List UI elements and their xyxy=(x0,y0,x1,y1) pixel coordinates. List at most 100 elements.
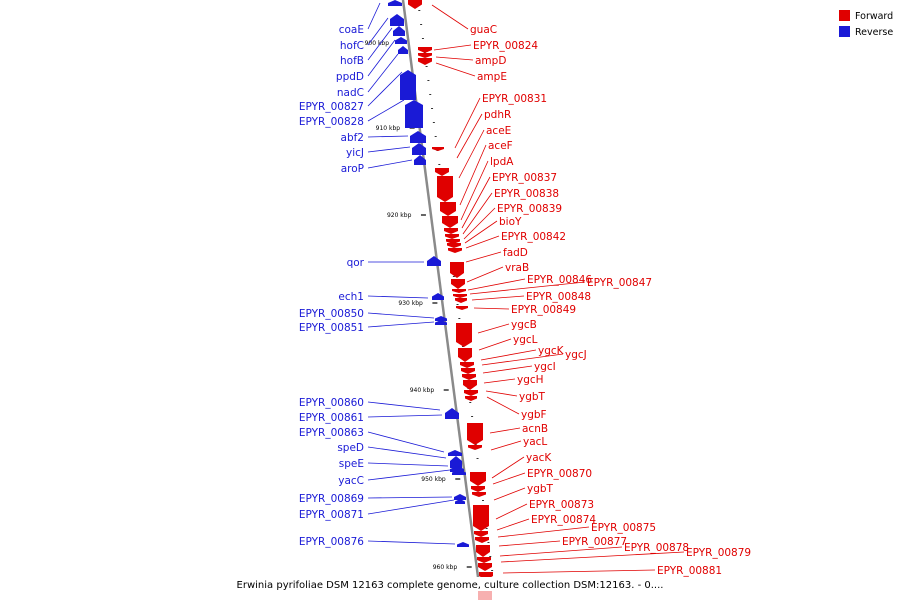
gene-label-epyr-00831[interactable]: EPYR_00831 xyxy=(482,93,547,105)
gene-label-ygbf[interactable]: ygbF xyxy=(521,409,547,421)
gene-label-epyr-00850[interactable]: EPYR_00850 xyxy=(299,308,364,320)
gene-label-epyr-00847[interactable]: EPYR_00847 xyxy=(587,277,652,289)
gene-label-ygbt[interactable]: ygbT xyxy=(519,391,546,403)
gene-feature-ygch[interactable] xyxy=(463,380,477,390)
gene-feature-epyr-00877[interactable] xyxy=(476,545,490,557)
gene-label-ech1[interactable]: ech1 xyxy=(338,291,364,303)
gene-label-epyr-00874[interactable]: EPYR_00874 xyxy=(531,514,596,526)
gene-feature-epyr-00849[interactable] xyxy=(456,306,468,310)
gene-label-ygcb[interactable]: ygcB xyxy=(511,319,537,331)
gene-label-epyr-00860[interactable]: EPYR_00860 xyxy=(299,397,364,409)
gene-feature-spee[interactable] xyxy=(450,466,464,472)
gene-feature-epyr-00848[interactable] xyxy=(455,298,467,303)
gene-label-epyr-00838[interactable]: EPYR_00838 xyxy=(494,188,559,200)
gene-label-yacl[interactable]: yacL xyxy=(523,436,547,448)
gene-label-nadc[interactable]: nadC xyxy=(337,87,364,99)
gene-feature-epyr-00846[interactable] xyxy=(452,289,466,293)
gene-feature-ygbt[interactable] xyxy=(464,390,478,396)
gene-label-epyr-00878[interactable]: EPYR_00878 xyxy=(624,542,689,554)
gene-feature-epyr-00874[interactable] xyxy=(474,531,488,537)
gene-label-acef[interactable]: aceF xyxy=(488,140,513,152)
gene-feature-qor[interactable] xyxy=(427,256,441,266)
gene-feature-epyr-00861[interactable] xyxy=(446,414,458,419)
gene-label-epyr-00849[interactable]: EPYR_00849 xyxy=(511,304,576,316)
gene-label-bioy[interactable]: bioY xyxy=(499,216,522,228)
gene-feature-epyr-00876[interactable] xyxy=(457,542,469,547)
gene-label-epyr-00873[interactable]: EPYR_00873 xyxy=(529,499,594,511)
gene-feature-epyr-00828[interactable] xyxy=(405,100,423,128)
gene-feature-epyr-00839[interactable] xyxy=(446,239,460,244)
gene-label-ygch[interactable]: ygcH xyxy=(517,374,544,386)
gene-feature-abf2[interactable] xyxy=(410,131,426,143)
gene-label-ygcl[interactable]: ygcL xyxy=(513,334,538,346)
gene-label-spee[interactable]: speE xyxy=(339,458,364,470)
gene-label-hofc[interactable]: hofC xyxy=(340,40,364,52)
gene-label-epyr-00875[interactable]: EPYR_00875 xyxy=(591,522,656,534)
gene-feature-ygcj[interactable] xyxy=(461,368,475,374)
gene-label-vrab[interactable]: vraB xyxy=(505,262,529,274)
gene-label-epyr-00861[interactable]: EPYR_00861 xyxy=(299,412,364,424)
gene-feature-ech1[interactable] xyxy=(432,293,444,300)
gene-label-epyr-00842[interactable]: EPYR_00842 xyxy=(501,231,566,243)
gene-label-yacc[interactable]: yacC xyxy=(338,475,364,487)
gene-feature-pdhr[interactable] xyxy=(435,168,449,176)
gene-label-ampd[interactable]: ampD xyxy=(475,55,506,67)
gene-label-qor[interactable]: qor xyxy=(347,257,365,269)
gene-feature-ygbf[interactable] xyxy=(465,396,477,401)
gene-feature-epyr-00863[interactable] xyxy=(448,450,462,456)
gene-label-ygcj[interactable]: ygcJ xyxy=(565,349,587,361)
gene-label-acnb[interactable]: acnB xyxy=(522,423,548,435)
gene-label-epyr-00848[interactable]: EPYR_00848 xyxy=(526,291,591,303)
gene-feature-acee[interactable] xyxy=(437,176,453,202)
gene-label-yicj[interactable]: yicJ xyxy=(346,147,364,159)
gene-label-epyr-00828[interactable]: EPYR_00828 xyxy=(299,116,364,128)
gene-feature-fadd[interactable] xyxy=(450,262,464,278)
gene-feature-arop[interactable] xyxy=(414,155,426,165)
gene-feature-ygcl[interactable] xyxy=(458,348,472,362)
gene-label-epyr-00870[interactable]: EPYR_00870 xyxy=(527,468,592,480)
gene-feature-epyr-00875[interactable] xyxy=(475,537,489,543)
gene-label-hofb[interactable]: hofB xyxy=(340,55,364,67)
gene-label-epyr-00881[interactable]: EPYR_00881 xyxy=(657,565,722,577)
gene-label-yack[interactable]: yacK xyxy=(526,452,552,464)
gene-label-epyr-00876[interactable]: EPYR_00876 xyxy=(299,536,364,548)
gene-label-ygbt[interactable]: ygbT xyxy=(527,483,554,495)
gene-feature-ampd[interactable] xyxy=(418,53,432,58)
gene-label-epyr-00869[interactable]: EPYR_00869 xyxy=(299,493,364,505)
gene-feature-bioy[interactable] xyxy=(447,243,461,248)
gene-label-abf2[interactable]: abf2 xyxy=(341,132,364,144)
gene-feature-ygck[interactable] xyxy=(460,362,474,368)
gene-feature-epyr-00869[interactable] xyxy=(454,494,466,500)
gene-feature-epyr-00847[interactable] xyxy=(453,294,467,298)
gene-label-epyr-00877[interactable]: EPYR_00877 xyxy=(562,536,627,548)
gene-feature-yacl[interactable] xyxy=(468,445,482,450)
gene-feature-hofb[interactable] xyxy=(393,26,405,36)
gene-feature-nadc[interactable] xyxy=(398,46,408,54)
gene-label-arop[interactable]: aroP xyxy=(341,163,364,175)
gene-feature-epyr-00879[interactable] xyxy=(478,563,492,571)
gene-feature-ppdd[interactable] xyxy=(395,37,407,44)
gene-feature-epyr-00873[interactable] xyxy=(473,505,489,531)
gene-label-epyr-00839[interactable]: EPYR_00839 xyxy=(497,203,562,215)
gene-label-ampe[interactable]: ampE xyxy=(477,71,507,83)
gene-label-guac[interactable]: guaC xyxy=(470,24,497,36)
gene-label-lpda[interactable]: lpdA xyxy=(490,156,514,168)
gene-label-epyr-00846[interactable]: EPYR_00846 xyxy=(527,274,592,286)
gene-label-epyr-00871[interactable]: EPYR_00871 xyxy=(299,509,364,521)
gene-feature-epyr-00851[interactable] xyxy=(435,320,447,325)
gene-feature-yacc[interactable] xyxy=(452,470,466,475)
gene-label-epyr-00851[interactable]: EPYR_00851 xyxy=(299,322,364,334)
gene-feature-yack[interactable] xyxy=(470,472,486,486)
gene-feature-epyr-00871[interactable] xyxy=(455,499,465,504)
gene-feature-epyr-00824[interactable] xyxy=(418,47,432,53)
gene-feature-epyr-00831[interactable] xyxy=(432,147,444,151)
gene-feature-epyr-00878[interactable] xyxy=(477,557,491,563)
gene-feature-vrab[interactable] xyxy=(451,279,465,289)
gene-feature-epyr-00838[interactable] xyxy=(445,234,459,239)
gene-feature-epyr-00850[interactable] xyxy=(435,316,447,321)
gene-feature-coae[interactable] xyxy=(388,0,402,6)
gene-feature-epyr-00827[interactable] xyxy=(400,70,416,100)
gene-label-epyr-00827[interactable]: EPYR_00827 xyxy=(299,101,364,113)
gene-label-ppdd[interactable]: ppdD xyxy=(336,71,364,83)
gene-feature-acef[interactable] xyxy=(440,202,456,216)
